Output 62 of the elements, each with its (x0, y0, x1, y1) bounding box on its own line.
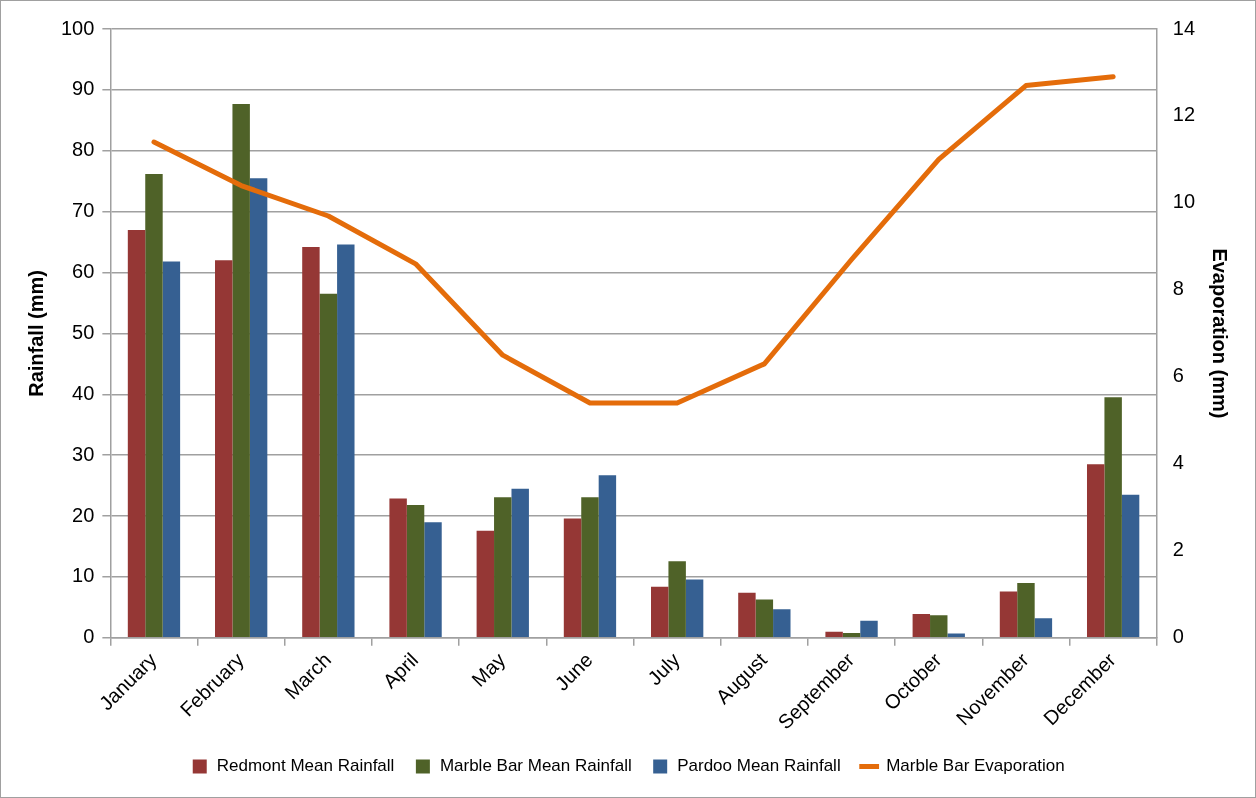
y-tick-label: 70 (72, 199, 95, 222)
bar (145, 173, 163, 638)
y-tick-label: 0 (83, 625, 95, 648)
bar (651, 586, 669, 638)
bar (302, 246, 320, 638)
bar (1017, 583, 1035, 638)
y-axis-title: Rainfall (mm) (24, 270, 47, 397)
y-tick-label: 40 (72, 381, 95, 404)
bar (842, 632, 861, 638)
bar (755, 599, 774, 638)
bar (1086, 464, 1105, 638)
bar (860, 620, 878, 638)
bar (825, 631, 843, 638)
bar (738, 592, 756, 638)
bar (598, 475, 617, 638)
bar (127, 229, 146, 638)
y2-tick-label: 8 (1172, 277, 1184, 300)
bar (999, 591, 1018, 638)
legend-label: Redmont Mean Rainfall (216, 756, 395, 776)
bar (511, 488, 529, 638)
y2-tick-label: 0 (1172, 625, 1184, 648)
bar (162, 261, 181, 638)
legend-label: Marble Bar Mean Rainfall (439, 756, 632, 776)
y2-tick-label: 14 (1172, 16, 1195, 39)
bar (319, 293, 338, 638)
bar (476, 530, 495, 638)
y-tick-label: 50 (72, 320, 95, 343)
y-tick-label: 60 (72, 260, 95, 283)
y2-axis-title: Evaporation (mm) (1209, 248, 1232, 419)
bar (337, 244, 355, 638)
bar (389, 498, 407, 638)
bar (494, 497, 512, 638)
legend-label: Marble Bar Evaporation (886, 756, 1065, 776)
y2-tick-label: 4 (1172, 451, 1184, 474)
bar (232, 103, 250, 638)
y-tick-label: 10 (72, 564, 95, 587)
bar (773, 609, 791, 638)
bar (406, 505, 425, 638)
bar (930, 615, 948, 638)
bar (1121, 494, 1140, 638)
y2-tick-label: 2 (1172, 538, 1184, 561)
bar (424, 522, 442, 638)
bar (912, 614, 931, 638)
y-tick-label: 100 (60, 16, 95, 39)
y2-tick-label: 12 (1172, 103, 1195, 126)
bar (581, 497, 599, 638)
legend-label: Pardoo Mean Rainfall (677, 756, 841, 776)
y2-tick-label: 10 (1172, 190, 1195, 213)
bar (563, 518, 582, 638)
bar (685, 579, 704, 638)
bar (249, 178, 268, 638)
y2-tick-label: 6 (1172, 364, 1184, 387)
bar (215, 260, 233, 638)
y-tick-label: 90 (72, 77, 95, 100)
x-tick-label: May (467, 648, 510, 691)
bar (1034, 618, 1053, 638)
x-tick-label: July (643, 648, 684, 690)
y-tick-label: 30 (72, 442, 95, 465)
y-tick-label: 20 (72, 503, 95, 526)
bar (668, 561, 686, 638)
y-tick-label: 80 (72, 138, 95, 161)
bar (1104, 397, 1122, 638)
